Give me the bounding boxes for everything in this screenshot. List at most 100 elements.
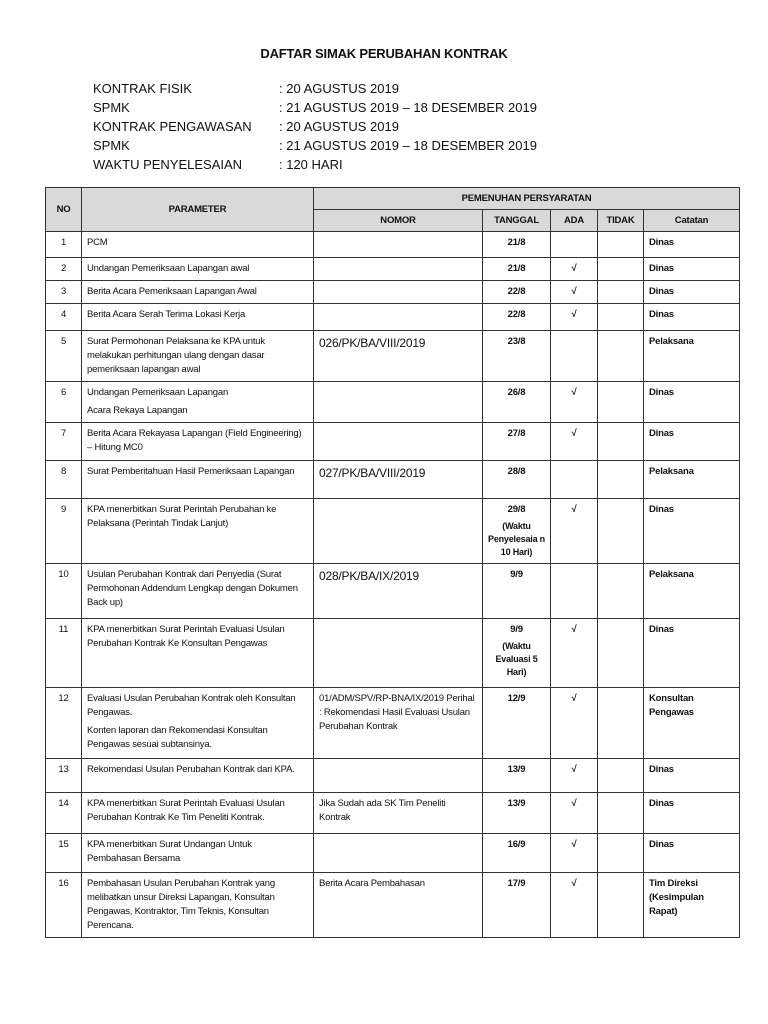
cell-ada: √ (550, 872, 598, 938)
parameter-line: Konten laporan dan Rekomendasi Konsultan… (87, 725, 268, 750)
cell-parameter: Rekomendasi Usulan Perubahan Kontrak dar… (81, 758, 314, 793)
info-value: : 21 AGUSTUS 2019 – 18 DESEMBER 2019 (279, 100, 537, 115)
tanggal-value: 21/8 (507, 237, 526, 248)
cell-catatan: Dinas (642, 833, 741, 873)
info-label: KONTRAK FISIK (93, 81, 192, 96)
cell-parameter: PCM (81, 231, 314, 258)
parameter-line: Rekomendasi Usulan Perubahan Kontrak dar… (87, 764, 295, 775)
cell-no: 12 (45, 687, 82, 759)
cell-ada (550, 231, 598, 258)
cell-no: 16 (45, 872, 82, 938)
cell-no: 11 (45, 618, 82, 688)
cell-tanggal: 9/9 (482, 563, 551, 619)
cell-tidak (597, 687, 644, 759)
info-value: : 21 AGUSTUS 2019 – 18 DESEMBER 2019 (279, 138, 537, 153)
cell-parameter: Undangan Pemeriksaan Lapangan Acara Rekay… (81, 381, 314, 423)
cell-tidak (597, 758, 644, 793)
cell-tidak (597, 563, 644, 619)
parameter-line: KPA menerbitkan Surat Perintah Evaluasi … (87, 624, 285, 649)
table-row: 14 KPA menerbitkan Surat Perintah Evalua… (45, 792, 741, 834)
cell-catatan: Pelaksana (642, 460, 741, 499)
cell-parameter: KPA menerbitkan Surat Perintah Perubahan… (81, 498, 314, 564)
cell-ada (550, 563, 598, 619)
tanggal-value: 13/9 (507, 798, 526, 809)
tanggal-value: 9/9 (510, 624, 523, 635)
parameter-line: Undangan Pemeriksaan Lapangan awal (87, 263, 250, 274)
cell-tidak (597, 231, 644, 258)
cell-no: 3 (45, 280, 82, 304)
info-label: KONTRAK PENGAWASAN (93, 119, 252, 134)
info-value: : 20 AGUSTUS 2019 (279, 81, 399, 96)
info-row: KONTRAK PENGAWASAN: 20 AGUSTUS 2019 (93, 117, 537, 136)
info-label: WAKTU PENYELESAIAN (93, 157, 243, 172)
parameter-line: Pembahasan Usulan Perubahan Kontrak yang… (87, 878, 275, 931)
tanggal-value: 12/9 (507, 693, 526, 704)
info-label: SPMK (93, 138, 130, 153)
cell-tanggal: 22/8 (482, 303, 551, 331)
cell-parameter: KPA menerbitkan Surat Perintah Evaluasi … (81, 618, 314, 688)
tanggal-value: 22/8 (507, 309, 526, 320)
cell-tanggal: 28/8 (482, 460, 551, 499)
header-pemenuhan: PEMENUHAN PERSYARATAN (312, 187, 741, 210)
table-row: 15 KPA menerbitkan Surat Undangan Untuk … (45, 833, 741, 873)
cell-parameter: Usulan Perubahan Kontrak dari Penyedia (… (81, 563, 314, 619)
cell-nomor: 01/ADM/SPV/RP-BNA/IX/2019 Perihal : Reko… (313, 687, 483, 759)
cell-no: 6 (45, 381, 82, 423)
cell-nomor: 026/PK/BA/VIII/2019 (313, 330, 483, 382)
cell-tanggal: 29/8 (Waktu Penyelesaia n 10 Hari) (482, 498, 551, 564)
cell-tidak (597, 618, 644, 688)
cell-no: 5 (45, 330, 82, 382)
cell-tidak (597, 792, 644, 834)
contract-info: KONTRAK FISIK: 20 AGUSTUS 2019 SPMK: 21 A… (93, 79, 537, 174)
parameter-line: PCM (87, 237, 108, 248)
cell-no: 1 (45, 231, 82, 258)
cell-tanggal: 21/8 (482, 257, 551, 281)
cell-no: 13 (45, 758, 82, 793)
info-row: SPMK: 21 AGUSTUS 2019 – 18 DESEMBER 2019 (93, 98, 537, 117)
parameter-line: Evaluasi Usulan Perubahan Kontrak oleh K… (87, 693, 296, 718)
cell-nomor (313, 422, 483, 461)
cell-tanggal: 21/8 (482, 231, 551, 258)
cell-parameter: KPA menerbitkan Surat Perintah Evaluasi … (81, 792, 314, 834)
cell-ada: √ (550, 257, 598, 281)
cell-tidak (597, 422, 644, 461)
header-tidak: TIDAK (597, 209, 644, 232)
cell-tidak (597, 381, 644, 423)
tanggal-value: 29/8 (507, 504, 526, 515)
cell-tanggal: 17/9 (482, 872, 551, 938)
cell-ada: √ (550, 618, 598, 688)
tanggal-value: 9/9 (510, 569, 523, 580)
cell-catatan: Dinas (642, 498, 741, 564)
parameter-line: KPA menerbitkan Surat Perintah Perubahan… (87, 504, 277, 529)
table-row: 13 Rekomendasi Usulan Perubahan Kontrak … (45, 758, 741, 793)
header-ada: ADA (550, 209, 598, 232)
info-row: KONTRAK FISIK : 20 AGUSTUS 2019 (93, 79, 537, 98)
cell-nomor (313, 618, 483, 688)
tanggal-value: 16/9 (507, 839, 526, 850)
table-row: 3 Berita Acara Pemeriksaan Lapangan Awal… (45, 280, 741, 304)
cell-ada: √ (550, 381, 598, 423)
table-row: 8 Surat Pemberitahuan Hasil Pemeriksaan … (45, 460, 741, 499)
cell-tidak (597, 303, 644, 331)
tanggal-value: 13/9 (507, 764, 526, 775)
table-row: 5 Surat Permohonan Pelaksana ke KPA untu… (45, 330, 741, 382)
checklist-table: NO PARAMETER PEMENUHAN PERSYARATAN NOMOR… (45, 187, 741, 938)
header-no: NO (45, 187, 82, 232)
header-parameter: PARAMETER (81, 187, 314, 232)
parameter-line: Berita Acara Pemeriksaan Lapangan Awal (87, 286, 257, 297)
cell-no: 4 (45, 303, 82, 331)
parameter-line: KPA menerbitkan Surat Undangan Untuk Pem… (87, 839, 252, 864)
cell-parameter: Undangan Pemeriksaan Lapangan awal (81, 257, 314, 281)
cell-catatan: Dinas (642, 257, 741, 281)
cell-ada (550, 460, 598, 499)
cell-nomor (313, 303, 483, 331)
cell-ada: √ (550, 303, 598, 331)
parameter-line: Acara Rekaya Lapangan (87, 405, 188, 416)
cell-tanggal: 12/9 (482, 687, 551, 759)
parameter-line: Surat Pemberitahuan Hasil Pemeriksaan La… (87, 466, 295, 477)
cell-ada: √ (550, 792, 598, 834)
cell-ada: √ (550, 422, 598, 461)
cell-catatan: Tim Direksi (Kesimpulan Rapat) (642, 872, 741, 938)
header-catatan: Catatan (642, 209, 741, 232)
cell-tanggal: 27/8 (482, 422, 551, 461)
